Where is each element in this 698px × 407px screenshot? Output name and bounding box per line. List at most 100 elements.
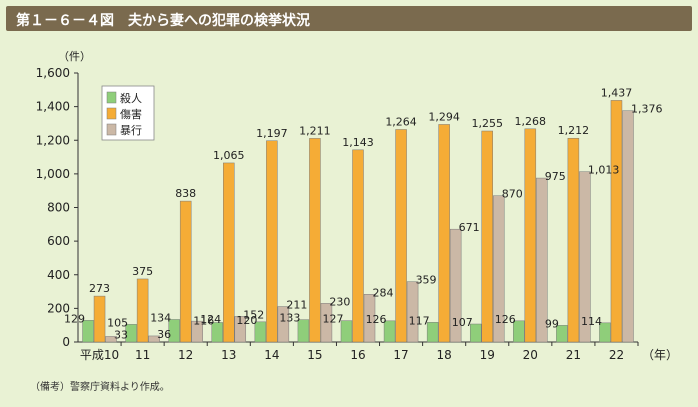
data-label-injury: 1,065 xyxy=(213,149,245,162)
data-label-injury: 1,437 xyxy=(601,86,633,99)
data-label-murder: 117 xyxy=(409,314,430,327)
data-label-assault: 671 xyxy=(459,221,480,234)
y-tick-label: 400 xyxy=(47,268,70,282)
x-tick-label: 14 xyxy=(264,348,279,362)
data-label-injury: 1,264 xyxy=(385,115,417,128)
bar-murder xyxy=(211,322,224,343)
data-label-murder: 116 xyxy=(193,314,214,327)
bar-injury xyxy=(179,200,192,343)
data-label-injury: 1,294 xyxy=(428,110,460,123)
bar-murder xyxy=(82,320,94,343)
bar-assault xyxy=(277,306,290,343)
bar-assault xyxy=(579,171,591,343)
bar-injury xyxy=(524,128,537,343)
bar-murder xyxy=(599,322,611,343)
bar-assault xyxy=(320,303,333,343)
bar-assault xyxy=(148,335,160,343)
bar-assault xyxy=(191,320,203,343)
data-label-injury: 273 xyxy=(89,282,110,295)
x-tick-label: 17 xyxy=(393,348,408,362)
data-label-murder: 120 xyxy=(236,314,257,327)
y-tick-label: 0 xyxy=(62,335,70,349)
data-label-murder: 107 xyxy=(452,316,473,329)
bar-injury xyxy=(136,278,149,343)
bar-injury xyxy=(266,140,278,343)
data-label-assault: 124 xyxy=(200,313,221,326)
bar-injury xyxy=(567,137,580,343)
data-label-injury: 838 xyxy=(175,187,196,200)
data-label-assault: 1,013 xyxy=(588,164,620,177)
bar-assault xyxy=(234,316,247,343)
bar-injury xyxy=(352,149,364,343)
bar-injury xyxy=(223,162,235,343)
legend-label-injury: 傷害 xyxy=(120,107,142,121)
data-label-assault: 870 xyxy=(502,188,523,201)
data-label-injury: 1,197 xyxy=(256,127,288,140)
data-label-murder: 129 xyxy=(64,312,85,325)
x-tick-label: 平成10 xyxy=(80,348,119,362)
data-label-murder: 127 xyxy=(323,313,344,326)
x-tick-label: 12 xyxy=(178,348,193,362)
data-label-assault: 152 xyxy=(243,308,264,321)
data-label-murder: 133 xyxy=(279,312,300,325)
bar-murder xyxy=(469,323,482,343)
bar-murder xyxy=(340,320,353,343)
bar-assault xyxy=(449,228,462,343)
bar-assault xyxy=(363,294,376,343)
bar-assault xyxy=(536,177,548,343)
title-bar: 第１－６－４図 夫から妻への犯罪の検挙状況 xyxy=(6,6,692,31)
data-label-assault: 1,376 xyxy=(631,103,663,116)
data-label-murder: 99 xyxy=(545,317,559,330)
legend-label-murder: 殺人 xyxy=(120,91,142,105)
x-tick-label: 11 xyxy=(135,348,150,362)
x-tick-label: 22 xyxy=(609,348,624,362)
data-label-injury: 1,212 xyxy=(558,124,590,137)
y-tick-label: 600 xyxy=(47,234,70,248)
bar-assault xyxy=(406,281,419,343)
bar-murder xyxy=(125,324,137,343)
x-tick-label: 21 xyxy=(566,348,581,362)
bar-injury xyxy=(610,100,623,343)
x-tick-label: 19 xyxy=(480,348,495,362)
data-label-murder: 105 xyxy=(107,316,128,329)
y-tick-label: 1,200 xyxy=(36,133,70,147)
legend-swatch-assault xyxy=(106,123,117,136)
legend-label-assault: 暴行 xyxy=(120,124,142,137)
data-label-assault: 230 xyxy=(329,295,350,308)
bar-assault xyxy=(492,195,505,343)
x-axis-unit-label: （年） xyxy=(642,348,678,362)
data-label-murder: 134 xyxy=(150,311,171,324)
x-tick-label: 20 xyxy=(523,348,538,362)
bar-murder xyxy=(426,322,439,343)
bar-murder xyxy=(168,319,180,343)
bar-injury xyxy=(481,130,493,343)
data-label-murder: 114 xyxy=(581,315,602,328)
data-label-assault: 359 xyxy=(416,274,437,287)
data-label-injury: 1,255 xyxy=(471,117,503,130)
x-tick-label: 13 xyxy=(221,348,236,362)
bar-assault xyxy=(622,110,634,343)
data-label-assault: 284 xyxy=(373,286,394,299)
chart-title: 第１－６－４図 夫から妻への犯罪の検挙状況 xyxy=(16,13,310,29)
data-label-injury: 375 xyxy=(132,265,153,278)
bar-injury xyxy=(395,129,407,343)
legend-swatch-injury xyxy=(106,107,117,120)
legend-swatch-murder xyxy=(106,91,117,104)
bar-assault xyxy=(105,336,117,343)
y-tick-label: 200 xyxy=(47,301,70,315)
bar-murder xyxy=(254,321,267,343)
x-tick-label: 16 xyxy=(350,348,365,362)
bar-murder xyxy=(383,320,396,343)
bar-injury xyxy=(93,295,106,343)
x-tick-label: 15 xyxy=(307,348,322,362)
source-note: （備考）警察庁資料より作成。 xyxy=(30,382,170,393)
data-label-murder: 126 xyxy=(495,313,516,326)
data-label-injury: 1,268 xyxy=(515,115,547,128)
bar-murder xyxy=(556,325,568,343)
data-label-assault: 975 xyxy=(545,170,566,183)
y-tick-label: 1,000 xyxy=(36,167,70,181)
data-label-assault: 211 xyxy=(286,299,307,312)
bar-injury xyxy=(438,124,450,343)
bar-murder xyxy=(513,320,525,343)
